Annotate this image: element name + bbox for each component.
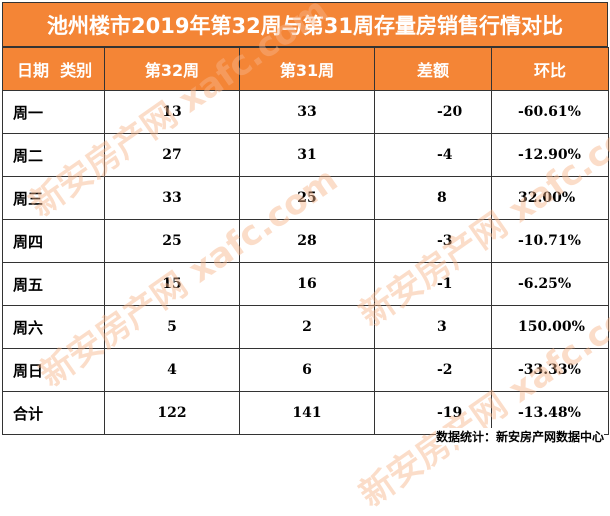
row-label: 周三 xyxy=(2,176,105,220)
col-header-week32: 第32周 xyxy=(104,47,240,91)
row-label: 周一 xyxy=(2,90,105,134)
row-label: 合计 xyxy=(2,391,105,435)
col-header-week31: 第31周 xyxy=(239,47,375,91)
row-label: 周六 xyxy=(2,305,105,349)
cell-diff: -4 xyxy=(374,133,492,177)
cell-week32: 4 xyxy=(104,348,240,392)
cell-week32: 33 xyxy=(104,176,240,220)
cell-diff: -1 xyxy=(374,262,492,306)
table-row: 周二 27 31 -4 -12.90% xyxy=(2,133,609,177)
cell-week32: 27 xyxy=(104,133,240,177)
header-row: 日期 类别 第32周 第31周 差额 环比 xyxy=(2,47,609,91)
cell-week31: 2 xyxy=(239,305,375,349)
cell-week32: 25 xyxy=(104,219,240,263)
cell-ratio: 32.00% xyxy=(491,176,609,220)
cell-ratio: -60.61% xyxy=(491,90,609,134)
cell-ratio: -12.90% xyxy=(491,133,609,177)
row-label: 周四 xyxy=(2,219,105,263)
corner-left-label: 日期 xyxy=(17,61,50,80)
cell-week32: 13 xyxy=(104,90,240,134)
table-title: 池州楼市2019年第32周与第31周存量房销售行情对比 xyxy=(2,2,608,47)
cell-week31: 141 xyxy=(239,391,375,435)
cell-diff: 8 xyxy=(374,176,492,220)
cell-week32: 122 xyxy=(104,391,240,435)
cell-week31: 31 xyxy=(239,133,375,177)
table-row: 周五 15 16 -1 -6.25% xyxy=(2,262,609,306)
cell-week31: 28 xyxy=(239,219,375,263)
source-note: 数据统计：新安房产网数据中心 xyxy=(435,428,604,445)
cell-week32: 5 xyxy=(104,305,240,349)
cell-week31: 16 xyxy=(239,262,375,306)
cell-week31: 25 xyxy=(239,176,375,220)
cell-diff: -3 xyxy=(374,219,492,263)
cell-week31: 33 xyxy=(239,90,375,134)
cell-ratio: -10.71% xyxy=(491,219,609,263)
corner-right-label: 类别 xyxy=(60,61,93,80)
cell-ratio: -13.48% xyxy=(491,391,609,435)
cell-week32: 15 xyxy=(104,262,240,306)
table-row: 周日 4 6 -2 -33.33% xyxy=(2,348,609,392)
cell-diff: -19 xyxy=(374,391,492,435)
cell-diff: 3 xyxy=(374,305,492,349)
corner-header: 日期 类别 xyxy=(2,47,105,91)
table-row: 周三 33 25 8 32.00% xyxy=(2,176,609,220)
row-label: 周二 xyxy=(2,133,105,177)
cell-week31: 6 xyxy=(239,348,375,392)
table-row: 周六 5 2 3 150.00% xyxy=(2,305,609,349)
cell-diff: -2 xyxy=(374,348,492,392)
cell-diff: -20 xyxy=(374,90,492,134)
table-row: 周一 13 33 -20 -60.61% xyxy=(2,90,609,134)
cell-ratio: 150.00% xyxy=(491,305,609,349)
row-label: 周日 xyxy=(2,348,105,392)
sales-comparison-table: 日期 类别 第32周 第31周 差额 环比 周一 13 33 -20 -60.6… xyxy=(2,47,609,435)
table-row-total: 合计 122 141 -19 -13.48% xyxy=(2,391,609,435)
col-header-ratio: 环比 xyxy=(491,47,609,91)
row-label: 周五 xyxy=(2,262,105,306)
cell-ratio: -6.25% xyxy=(491,262,609,306)
table-row: 周四 25 28 -3 -10.71% xyxy=(2,219,609,263)
cell-ratio: -33.33% xyxy=(491,348,609,392)
col-header-diff: 差额 xyxy=(374,47,492,91)
